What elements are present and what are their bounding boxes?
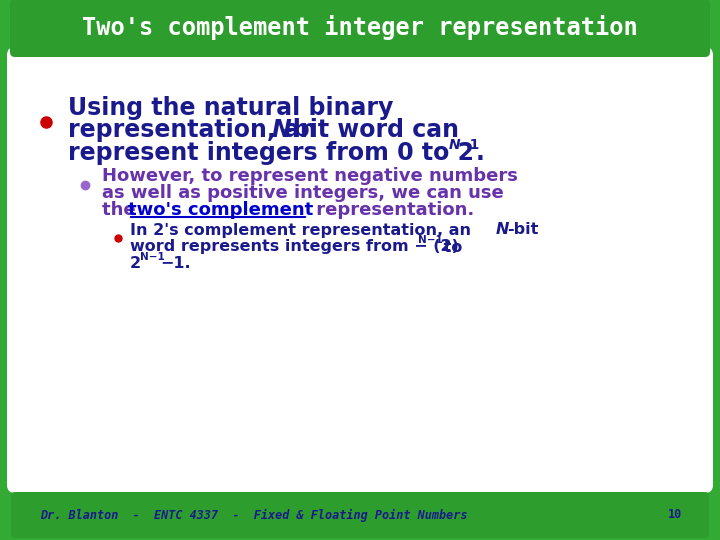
Text: 2: 2	[130, 256, 141, 272]
Text: However, to represent negative numbers: However, to represent negative numbers	[102, 167, 518, 185]
Text: N: N	[271, 118, 291, 142]
Text: representation, an: representation, an	[68, 118, 325, 142]
Text: as well as positive integers, we can use: as well as positive integers, we can use	[102, 184, 504, 202]
Text: 10: 10	[668, 509, 683, 522]
Text: representation.: representation.	[310, 201, 474, 219]
Text: N: N	[496, 222, 509, 238]
Text: −1.: −1.	[160, 256, 191, 272]
Text: to: to	[438, 240, 462, 254]
FancyBboxPatch shape	[7, 47, 713, 493]
Text: .: .	[476, 141, 485, 165]
Text: the: the	[102, 201, 142, 219]
Text: Dr. Blanton  -  ENTC 4337  -  Fixed & Floating Point Numbers: Dr. Blanton - ENTC 4337 - Fixed & Floati…	[40, 509, 467, 522]
Text: represent integers from 0 to 2: represent integers from 0 to 2	[68, 141, 474, 165]
Text: -bit word can: -bit word can	[283, 118, 459, 142]
FancyBboxPatch shape	[11, 492, 709, 538]
Text: Two's complement integer representation: Two's complement integer representation	[82, 15, 638, 39]
Text: Using the natural binary: Using the natural binary	[68, 96, 393, 120]
Text: N: N	[449, 138, 461, 152]
Text: two's complement: two's complement	[128, 201, 313, 219]
Text: N−1: N−1	[418, 235, 443, 245]
Text: −1: −1	[459, 138, 480, 152]
FancyBboxPatch shape	[10, 0, 710, 57]
Text: -bit: -bit	[507, 222, 539, 238]
Text: In 2's complement representation, an: In 2's complement representation, an	[130, 222, 477, 238]
Text: word represents integers from − (2): word represents integers from − (2)	[130, 240, 459, 254]
Text: N−1: N−1	[140, 252, 165, 262]
